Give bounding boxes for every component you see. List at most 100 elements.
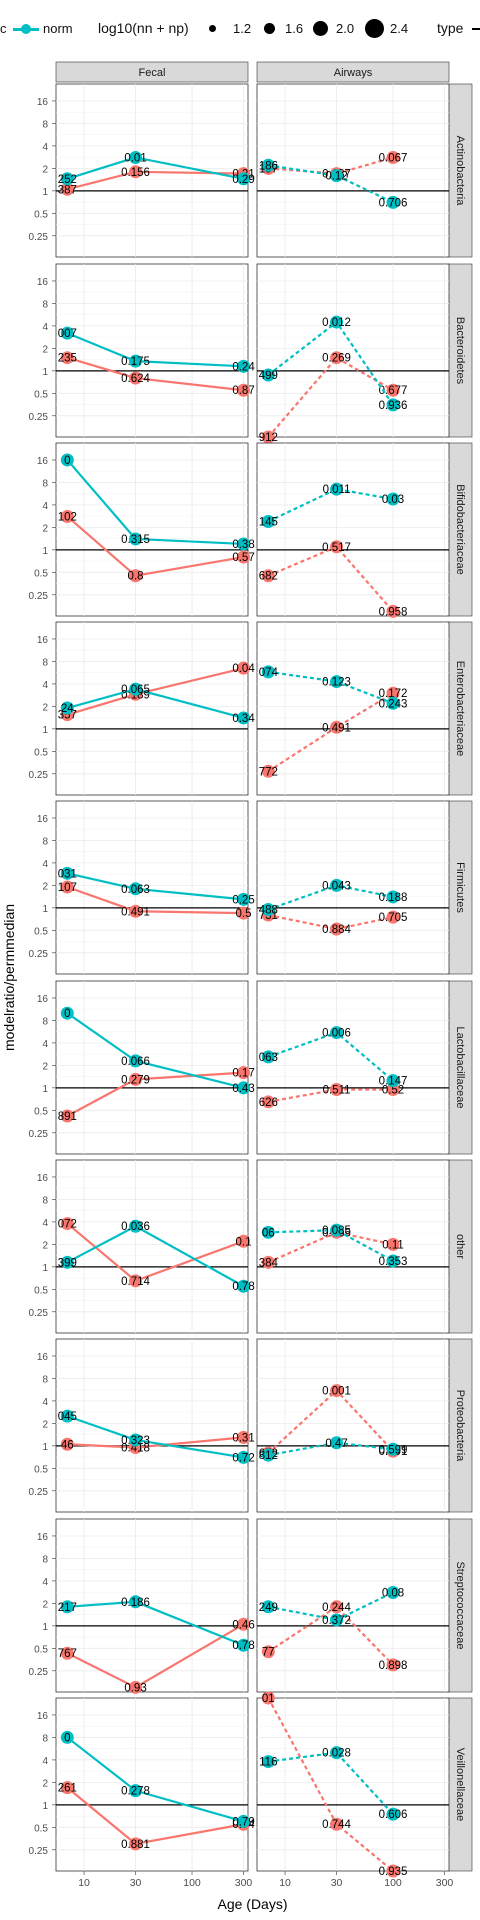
- y-tick-label: 0.25: [29, 591, 49, 602]
- data-label-teal: 0.066: [121, 1056, 150, 1068]
- data-point-red: [330, 1600, 344, 1614]
- data-label-teal: 0.24: [232, 361, 255, 373]
- data-label-teal: 0.78: [232, 1640, 254, 1652]
- data-point-teal: [237, 1450, 251, 1464]
- data-point-red: [129, 1072, 143, 1086]
- y-tick-label: 2: [42, 523, 48, 534]
- panel-frame: [256, 83, 450, 258]
- data-label-red: 0.067: [379, 152, 408, 164]
- series-line-teal: [268, 1229, 394, 1262]
- legend-size-dot-4: [365, 19, 384, 38]
- data-label-red: 0.881: [121, 1839, 150, 1851]
- data-label-teal: 0.065: [121, 684, 150, 696]
- y-tick-label: 16: [37, 97, 49, 108]
- data-point-teal: [60, 1255, 74, 1269]
- series-line-teal: [268, 1441, 394, 1457]
- panel-streptococcaceae-fecal: 767 0.93 0.46 217 0.186 0.78: [55, 1518, 255, 1694]
- facet-row-label-veillonellaceae: Veillonellaceae: [454, 1748, 466, 1821]
- y-tick-label: 0.25: [29, 1308, 49, 1319]
- legend-size-label-2: 1.6: [285, 21, 304, 36]
- data-point-teal: [237, 537, 251, 551]
- data-point-teal: [330, 1746, 344, 1760]
- data-point-red: [60, 509, 74, 523]
- panel-frame: [256, 980, 450, 1155]
- y-tick-label: 8: [42, 1733, 48, 1744]
- y-tick-label: 1: [42, 1622, 48, 1633]
- data-label-red: 102: [58, 511, 77, 523]
- data-label-red: 0.714: [121, 1276, 150, 1288]
- panel-bacteroidetes-airways: 912 0.269 0.677 499 0.012 0.936: [256, 263, 450, 444]
- data-label-red: 767: [58, 1648, 77, 1660]
- data-point-teal: [237, 172, 251, 186]
- data-point-teal: [129, 1595, 143, 1609]
- legend: c norm log10(nn + np) 1.2 1.6 2.0 2.4 ty…: [0, 0, 480, 46]
- data-label-red: 0.269: [322, 353, 351, 365]
- data-point-teal: [60, 1730, 74, 1744]
- panel-frame: [256, 1159, 450, 1334]
- legend-size-dot-1: [209, 25, 216, 32]
- data-label-teal: 0.278: [121, 1786, 150, 1798]
- data-point-red: [386, 686, 400, 700]
- data-point-red: [261, 1255, 275, 1269]
- data-label-red: 0.705: [379, 912, 408, 924]
- data-point-teal: [237, 1279, 251, 1293]
- data-point-teal: [386, 1585, 400, 1599]
- data-point-teal: [386, 1254, 400, 1268]
- x-tick-label: 100: [183, 1877, 201, 1889]
- facet-strip-label-airways: Airways: [334, 67, 373, 79]
- legend-type-swatch: [472, 28, 480, 30]
- y-tick-label: 16: [37, 1711, 49, 1722]
- data-point-red: [60, 880, 74, 894]
- panel-frame: [256, 263, 450, 438]
- facet-row-strip-firmicutes: [447, 800, 473, 975]
- data-point-red: [237, 1066, 251, 1080]
- panel-frame: [55, 800, 249, 975]
- data-label-red: 0.52: [382, 1085, 404, 1097]
- facet-row-strip-veillonellaceae: [447, 1697, 473, 1872]
- data-label-teal: 0.006: [322, 1028, 351, 1040]
- data-label-red: 0.57: [232, 552, 254, 564]
- data-point-red: [261, 1645, 275, 1659]
- data-point-red: [60, 351, 74, 365]
- data-label-teal: 0.12: [325, 171, 347, 183]
- data-point-teal: [237, 892, 251, 906]
- data-label-red: 0.744: [322, 1819, 351, 1831]
- y-tick-label: 8: [42, 299, 48, 310]
- series-line-red: [267, 545, 394, 613]
- data-label-teal: 499: [259, 370, 278, 382]
- x-tick-label: 30: [130, 1877, 142, 1889]
- facet-row-label-actinobacteria: Actinobacteria: [454, 136, 466, 207]
- data-label-red: 912: [259, 432, 278, 444]
- data-label-teal: 217: [58, 1602, 77, 1614]
- data-point-teal: [330, 1613, 344, 1627]
- y-tick-label: 0.5: [34, 1106, 48, 1117]
- y-tick-label: 4: [42, 322, 48, 333]
- data-point-teal: [330, 169, 344, 183]
- data-point-teal: [129, 1784, 143, 1798]
- y-tick-label: 16: [37, 635, 49, 646]
- data-point-red: [237, 383, 251, 397]
- data-point-red: [60, 1781, 74, 1795]
- y-tick-label: 1: [42, 1084, 48, 1095]
- data-label-red: 0.517: [322, 542, 351, 554]
- data-point-teal: [60, 1006, 74, 1020]
- y-tick-label: 1: [42, 1263, 48, 1274]
- data-label-teal: 031: [58, 868, 77, 880]
- y-tick-label: 0.5: [34, 1644, 48, 1655]
- x-tick-label: 300: [436, 1877, 454, 1889]
- data-label-red: 0.884: [322, 924, 351, 936]
- y-tick-label: 4: [42, 1756, 48, 1767]
- data-point-red: [237, 906, 251, 920]
- y-tick-label: 8: [42, 657, 48, 668]
- panel-other-fecal: 072 0.714 0.1 399 0.036 0.78: [55, 1159, 255, 1334]
- data-label-teal: 0.036: [121, 1221, 150, 1233]
- panel-frame: [256, 1697, 450, 1872]
- data-label-red: 0.8: [128, 571, 144, 583]
- data-point-red: [330, 1817, 344, 1831]
- series-line-red: [267, 1231, 394, 1264]
- y-tick-label: 2: [42, 1599, 48, 1610]
- data-point-red: [60, 1437, 74, 1451]
- y-tick-label: 16: [37, 814, 49, 825]
